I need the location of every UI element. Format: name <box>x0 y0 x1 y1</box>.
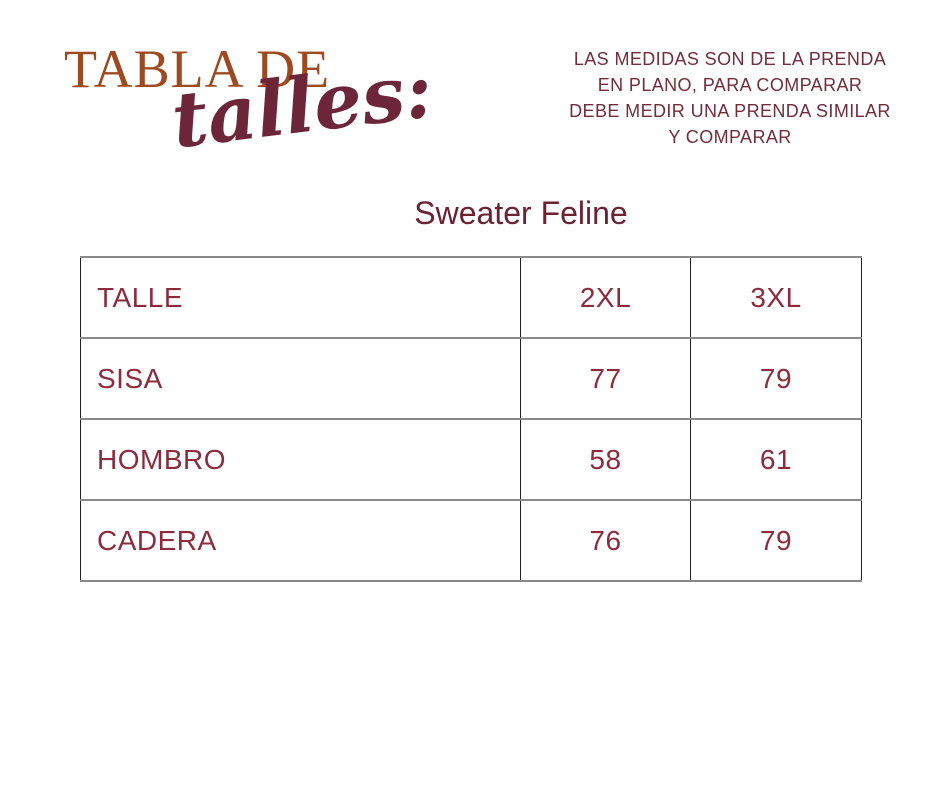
table-row-hombro: HOMBRO 58 61 <box>80 418 862 501</box>
note-line: EN PLANO, PARA COMPARAR <box>597 75 863 95</box>
cell-value: 77 <box>520 337 691 420</box>
cell-value: 61 <box>690 418 862 501</box>
column-header-2xl: 2XL <box>520 256 691 339</box>
product-title: Sweater Feline <box>414 195 628 231</box>
cell-value: 79 <box>690 337 862 420</box>
cell-value: 79 <box>690 499 862 582</box>
table-row-sisa: SISA 77 79 <box>80 337 862 420</box>
row-label: SISA <box>80 337 521 420</box>
size-table: TALLE 2XL 3XL SISA 77 79 HOMBRO 58 61 CA… <box>80 256 862 582</box>
row-label: CADERA <box>80 499 521 582</box>
brand-title: TABLA DE <box>64 39 331 99</box>
note-line: LAS MEDIDAS SON DE LA PRENDA <box>573 49 887 69</box>
size-table-container: TALLE 2XL 3XL SISA 77 79 HOMBRO 58 61 CA… <box>80 256 862 582</box>
column-header-3xl: 3XL <box>690 256 862 339</box>
note-line: Y COMPARAR <box>668 127 792 147</box>
cell-value: 58 <box>520 418 691 501</box>
header-label-talle: TALLE <box>80 256 521 339</box>
measurement-note: LAS MEDIDAS SON DE LA PRENDA EN PLANO, P… <box>520 46 940 150</box>
table-row-cadera: CADERA 76 79 <box>80 499 862 582</box>
note-line: DEBE MEDIR UNA PRENDA SIMILAR <box>569 101 891 121</box>
table-header-row: TALLE 2XL 3XL <box>80 256 862 339</box>
row-label: HOMBRO <box>80 418 521 501</box>
cell-value: 76 <box>520 499 691 582</box>
